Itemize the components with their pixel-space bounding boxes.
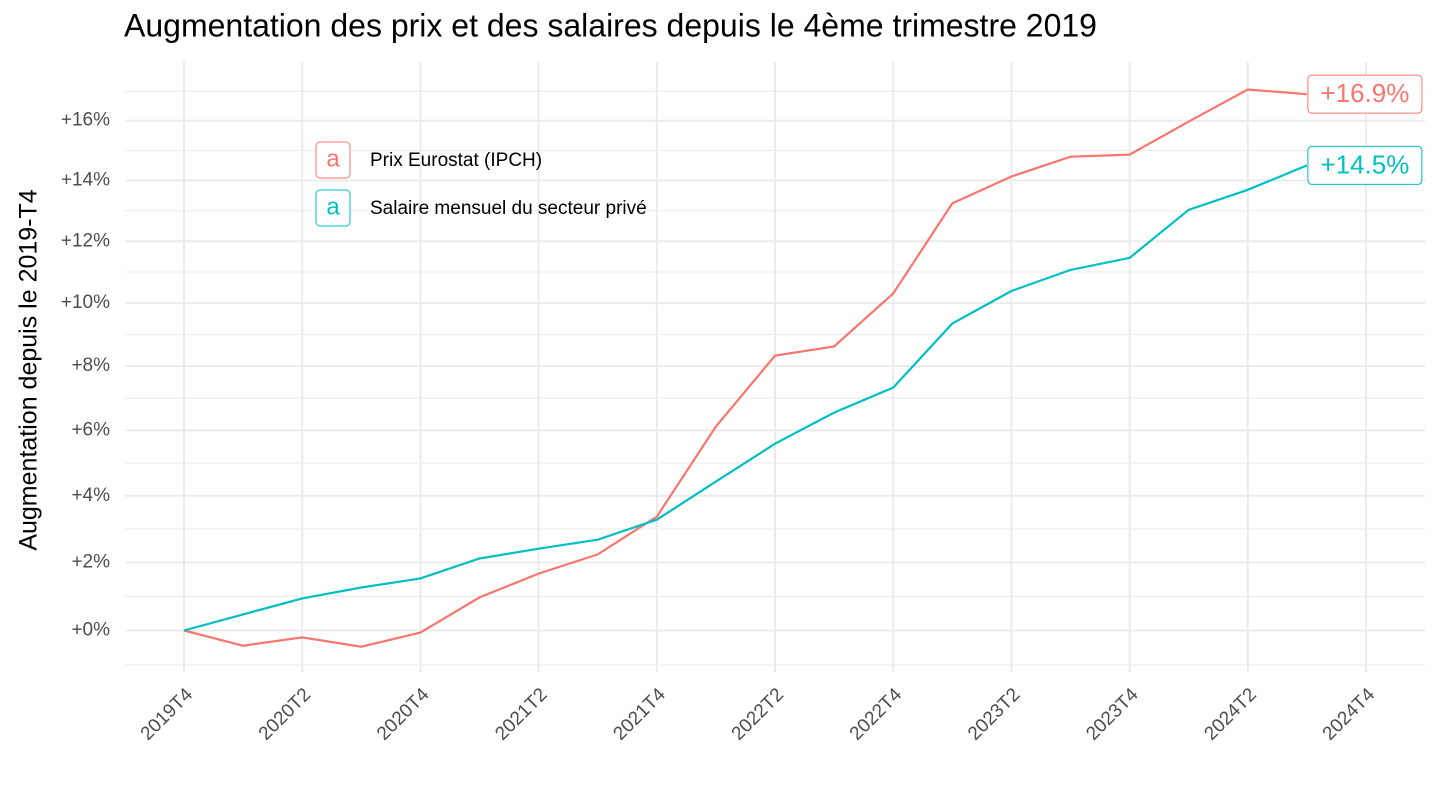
legend-label: Prix Eurostat (IPCH) (370, 150, 542, 171)
x-tick-label: 2021T4 (609, 684, 670, 745)
legend-key (315, 189, 351, 227)
data-label-box (1307, 74, 1423, 114)
chart-title: Augmentation des prix et des salaires de… (124, 7, 1097, 43)
series-line (183, 88, 1307, 648)
y-tick-label: +8% (71, 355, 110, 376)
y-tick-label: +2% (71, 552, 110, 573)
y-tick-label: +6% (71, 419, 110, 440)
legend-label: Salaire mensuel du secteur privé (370, 198, 647, 219)
series-line (183, 164, 1308, 632)
y-tick-label: +4% (71, 485, 110, 506)
x-tick-label: 2019T4 (137, 684, 198, 745)
y-tick-label: +16% (61, 110, 110, 131)
data-label-box (1307, 145, 1423, 185)
y-axis-label: Augmentation depuis le 2019-T4 (15, 189, 43, 550)
x-tick-label: 2021T2 (491, 684, 551, 744)
x-tick-label: 2024T4 (1319, 684, 1380, 745)
y-tick-label: +12% (61, 230, 110, 251)
legend-key-letter: a (326, 145, 340, 172)
x-tick-label: 2023T2 (964, 684, 1024, 744)
y-tick-label: +0% (71, 620, 110, 641)
y-tick-label: +10% (61, 292, 110, 313)
x-tick-label: 2020T2 (255, 684, 315, 744)
y-tick-label: +14% (61, 169, 110, 190)
x-tick-label: 2022T2 (728, 684, 788, 744)
legend-key-letter: a (326, 193, 340, 220)
x-tick-label: 2020T4 (373, 684, 434, 745)
legend-key (315, 141, 351, 179)
data-label: +14.5% (1320, 149, 1409, 179)
x-tick-label: 2024T2 (1200, 684, 1260, 744)
x-tick-label: 2022T4 (846, 684, 907, 745)
x-tick-label: 2023T4 (1082, 684, 1143, 745)
data-label: +16.9% (1320, 78, 1409, 108)
